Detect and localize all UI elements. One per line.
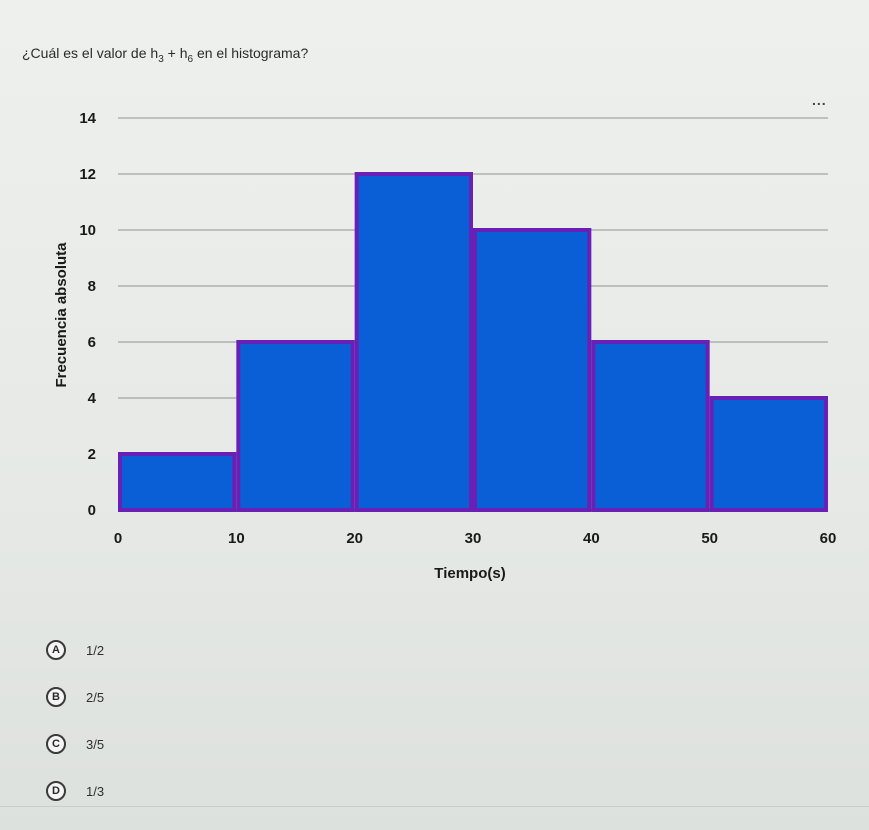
y-tick-label: 14 [79, 110, 96, 127]
top-decoration [20, 2, 130, 6]
y-tick-label: 2 [88, 446, 96, 463]
histogram-chart: 0 2 4 6 8 10 12 14 0 10 20 30 40 50 60 Tiempo(s) Frec… [0, 80, 869, 600]
x-tick-label: 60 [820, 530, 837, 547]
y-tick-layer: 0 2 4 6 8 10 12 14 [79, 110, 96, 519]
histogram-bar [118, 452, 237, 512]
x-tick-label: 10 [228, 530, 245, 547]
histogram-bar [236, 340, 355, 512]
question-text: ¿Cuál es el valor de h3 + h6 en el histo… [22, 45, 308, 65]
histogram-bar [709, 396, 829, 512]
option-d[interactable]: D 1/3 [46, 781, 104, 801]
y-tick-label: 8 [88, 278, 96, 295]
option-b-text[interactable]: 2/5 [86, 689, 105, 705]
option-c[interactable]: C 3/5 [46, 734, 104, 754]
x-tick-label: 30 [465, 530, 482, 547]
x-tick-label: 0 [114, 530, 122, 547]
x-tick-layer: 0 10 20 30 40 50 60 [114, 530, 837, 547]
question-sub-6: 6 [187, 53, 194, 65]
y-axis-title: Frecuencia absoluta [53, 242, 70, 388]
question-prefix: ¿Cuál es el valor de h [22, 45, 159, 61]
divider [0, 806, 869, 807]
option-a-text[interactable]: 1/2 [86, 642, 105, 658]
question-suffix: en el histograma? [193, 45, 309, 61]
histogram-bar [473, 228, 592, 512]
more-options-icon[interactable]: ... [812, 92, 827, 108]
y-tick-label: 10 [79, 222, 96, 239]
x-tick-label: 20 [346, 530, 363, 547]
histogram-bar [354, 172, 473, 512]
answer-options: A 1/2 B 2/5 C 3/5 D 1/3 [46, 640, 104, 828]
y-tick-label: 0 [88, 502, 96, 519]
histogram-svg: 0 2 4 6 8 10 12 14 0 10 20 30 40 50 60 Tiempo(s) Frec… [53, 110, 837, 582]
y-tick-label: 6 [88, 334, 96, 351]
option-b[interactable]: B 2/5 [46, 687, 104, 707]
option-b-letter[interactable]: B [46, 687, 66, 707]
option-d-letter[interactable]: D [46, 781, 66, 801]
option-a-letter[interactable]: A [46, 640, 66, 660]
option-a[interactable]: A 1/2 [46, 640, 104, 660]
option-c-text[interactable]: 3/5 [86, 736, 105, 752]
y-tick-label: 4 [88, 390, 97, 407]
histogram-bar [591, 340, 710, 512]
x-tick-label: 40 [583, 530, 600, 547]
x-axis-title: Tiempo(s) [434, 565, 505, 582]
question-sub-3: 3 [158, 53, 164, 65]
y-tick-label: 12 [79, 166, 96, 183]
x-tick-label: 50 [701, 530, 718, 547]
option-d-text[interactable]: 1/3 [86, 783, 105, 799]
bar-layer [118, 172, 829, 512]
option-c-letter[interactable]: C [46, 734, 66, 754]
question-plus: + h [163, 45, 188, 61]
